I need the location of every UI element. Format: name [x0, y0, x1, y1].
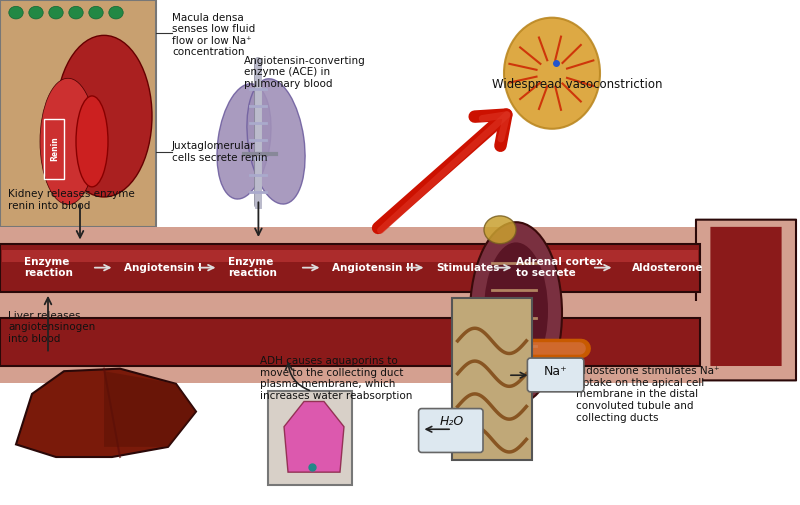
Text: Renin: Renin: [50, 136, 59, 162]
Ellipse shape: [89, 6, 103, 19]
Bar: [0, 227, 702, 309]
Text: Adrenal cortex
to secrete: Adrenal cortex to secrete: [516, 257, 603, 278]
Text: Enzyme
reaction: Enzyme reaction: [24, 257, 73, 278]
Text: Kidney releases enzyme
renin into blood: Kidney releases enzyme renin into blood: [8, 189, 134, 211]
Polygon shape: [16, 369, 196, 457]
FancyBboxPatch shape: [527, 358, 584, 392]
Text: Enzyme
reaction: Enzyme reaction: [228, 257, 277, 278]
FancyArrowPatch shape: [378, 115, 506, 228]
Ellipse shape: [484, 216, 516, 243]
Text: Widespread vasoconstriction: Widespread vasoconstriction: [492, 78, 662, 91]
FancyArrowPatch shape: [486, 323, 582, 374]
FancyBboxPatch shape: [268, 391, 352, 485]
Bar: [44, 119, 64, 179]
Text: Juxtaglomerular
cells secrete renin: Juxtaglomerular cells secrete renin: [172, 141, 267, 163]
Text: ADH causes aquaporins to
move to the collecting duct
plasma membrane, which
incr: ADH causes aquaporins to move to the col…: [260, 356, 412, 401]
Bar: [0, 244, 700, 292]
Ellipse shape: [247, 79, 305, 204]
Ellipse shape: [76, 96, 108, 187]
Ellipse shape: [217, 84, 271, 199]
Ellipse shape: [69, 6, 83, 19]
FancyArrowPatch shape: [381, 115, 507, 230]
FancyBboxPatch shape: [696, 220, 796, 380]
FancyBboxPatch shape: [710, 227, 782, 366]
Text: Aldosterone stimulates Na⁺
uptake on the apical cell
membrane in the distal
conv: Aldosterone stimulates Na⁺ uptake on the…: [576, 366, 719, 423]
Ellipse shape: [109, 6, 123, 19]
Bar: [2, 250, 698, 262]
Ellipse shape: [40, 78, 96, 205]
Text: Stimulates: Stimulates: [436, 263, 499, 273]
Text: Na⁺: Na⁺: [544, 365, 568, 378]
Bar: [0, 0, 156, 227]
Bar: [0, 318, 700, 366]
Text: H₂O: H₂O: [440, 415, 464, 428]
Text: Aldosterone: Aldosterone: [632, 263, 703, 273]
Polygon shape: [284, 401, 344, 472]
Text: Angiotensin I: Angiotensin I: [124, 263, 202, 273]
Text: Liver releases
angiotensinogen
into blood: Liver releases angiotensinogen into bloo…: [8, 311, 95, 344]
Ellipse shape: [49, 6, 63, 19]
FancyBboxPatch shape: [418, 409, 483, 452]
Ellipse shape: [29, 6, 43, 19]
Bar: [452, 298, 532, 460]
Ellipse shape: [9, 6, 23, 19]
Ellipse shape: [56, 35, 152, 197]
Text: Angiotensin II: Angiotensin II: [332, 263, 414, 273]
Bar: [0, 301, 702, 383]
FancyArrowPatch shape: [485, 329, 580, 368]
Ellipse shape: [470, 222, 562, 404]
Text: Angiotensin-converting
enzyme (ACE) in
pulmonary blood: Angiotensin-converting enzyme (ACE) in p…: [244, 56, 366, 89]
Text: Macula densa
senses low fluid
flow or low Na⁺
concentration: Macula densa senses low fluid flow or lo…: [172, 13, 255, 58]
Ellipse shape: [484, 242, 548, 379]
Ellipse shape: [504, 18, 600, 129]
Polygon shape: [104, 371, 196, 447]
